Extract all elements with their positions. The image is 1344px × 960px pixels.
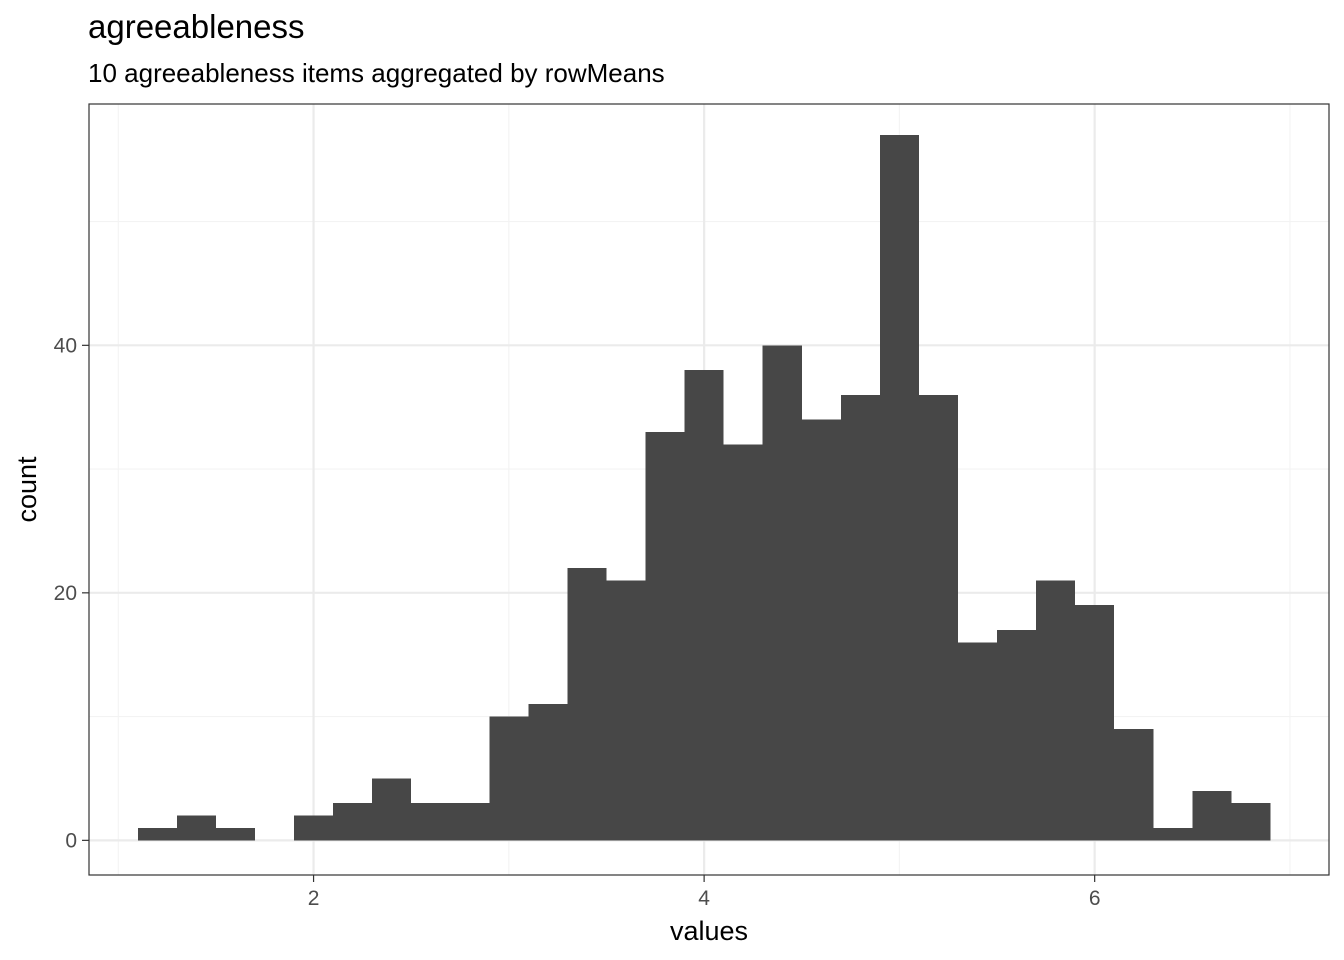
x-axis: 2 4 6 [308,875,1101,910]
histogram-bar [450,803,489,840]
histogram-bar [1231,803,1270,840]
histogram-bar [958,642,997,840]
histogram-bar [1114,729,1153,840]
histogram-bar [216,828,255,840]
x-tick-label: 2 [308,887,320,910]
histogram-bar [372,778,411,840]
y-tick-label: 20 [54,582,77,605]
histogram-bar [411,803,450,840]
histogram-bar [1192,791,1231,841]
histogram-bar [802,420,841,841]
histogram-bar [138,828,177,840]
histogram-bar [880,135,919,840]
histogram-bar [567,568,606,840]
histogram-bar [294,816,333,841]
histogram-bar [606,580,645,840]
y-axis: 0 20 40 [54,334,89,852]
histogram-bar [1036,580,1075,840]
y-tick-label: 0 [65,829,77,852]
histogram-bar [1153,828,1192,840]
histogram-bar [177,816,216,841]
histogram-bar [919,395,958,841]
histogram-bar [997,630,1036,840]
histogram-bar [1075,605,1114,840]
y-tick-label: 40 [54,334,77,357]
histogram-bar [763,345,802,840]
histogram-bar [646,432,685,840]
histogram-bar [333,803,372,840]
x-tick-label: 4 [698,887,710,910]
histogram-bar [528,704,567,840]
histogram-bar [685,370,724,840]
x-tick-label: 6 [1089,887,1101,910]
histogram-bar [724,444,763,840]
histogram-bar [841,395,880,841]
y-axis-title: count [12,456,42,523]
x-axis-title: values [670,916,748,946]
histogram-bar [489,717,528,841]
